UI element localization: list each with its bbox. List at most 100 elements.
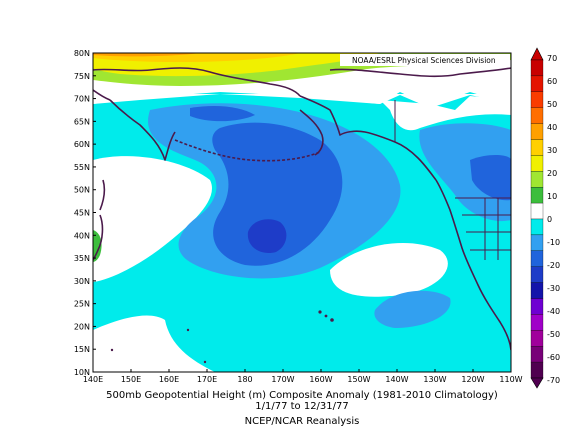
colorbar-swatch xyxy=(530,107,544,124)
latitude-label: 75N xyxy=(74,72,90,81)
latitude-label: 25N xyxy=(74,300,90,309)
longitude-label: 140W xyxy=(385,375,408,384)
latitude-label: 10N xyxy=(74,368,90,377)
anomaly-zero-region-south xyxy=(93,315,215,372)
colorbar-label: 60 xyxy=(547,77,557,86)
longitude-label: 130W xyxy=(423,375,446,384)
caption-line2: 1/1/77 to 12/31/77 xyxy=(255,401,349,412)
colorbar-swatch xyxy=(530,361,544,379)
latitude-label: 80N xyxy=(74,49,90,58)
latitude-label: 35N xyxy=(74,254,90,263)
colorbar-swatch xyxy=(530,218,544,236)
island-hawaii-3 xyxy=(330,318,334,322)
border-states xyxy=(462,198,511,260)
credit-text: NOAA/ESRL Physical Sciences Division xyxy=(352,56,496,65)
colorbar-swatch xyxy=(530,75,544,92)
colorbar-label: -10 xyxy=(547,238,560,247)
colorbar-swatch xyxy=(530,59,544,77)
colorbar-label: -60 xyxy=(547,353,560,362)
anomaly-zero-region-north xyxy=(93,94,511,108)
colorbar-swatch xyxy=(530,155,544,172)
coastline-arctic xyxy=(329,67,511,78)
anomaly-zero-region-west xyxy=(93,156,212,282)
colorbar-label: 10 xyxy=(547,192,557,201)
colorbar-swatch xyxy=(530,234,544,251)
latitude-label: 20N xyxy=(74,322,90,331)
coastline-siberia xyxy=(93,67,301,161)
longitude-label: 150W xyxy=(347,375,370,384)
latitude-label: 50N xyxy=(74,186,90,195)
colorbar-label: 20 xyxy=(547,169,557,178)
colorbar-label: 0 xyxy=(547,215,552,224)
colorbar xyxy=(530,47,544,389)
latitude-label: 65N xyxy=(74,117,90,126)
colorbar-label: 50 xyxy=(547,100,557,109)
longitude-label: 120W xyxy=(461,375,484,384)
latitude-label: 70N xyxy=(74,95,90,104)
latitude-label: 30N xyxy=(74,277,90,286)
colorbar-label: 40 xyxy=(547,123,557,132)
anomaly-contour-plus40 xyxy=(93,53,200,57)
colorbar-swatch xyxy=(530,266,544,283)
credit-box xyxy=(340,54,510,66)
colorbar-swatch xyxy=(530,91,544,108)
latitude-label: 60N xyxy=(74,140,90,149)
island-hawaii-2 xyxy=(324,314,328,318)
colorbar-label: -70 xyxy=(547,376,560,385)
longitude-label: 160E xyxy=(159,375,179,384)
longitude-label: 110W xyxy=(499,375,522,384)
colorbar-label: -40 xyxy=(547,307,560,316)
island-pacific-3 xyxy=(203,360,207,364)
anomaly-zero-region-central xyxy=(330,242,448,297)
island-hawaii-1 xyxy=(318,310,322,314)
colorbar-label: -20 xyxy=(547,261,560,270)
latitude-label: 40N xyxy=(74,231,90,240)
island-pacific-2 xyxy=(110,348,114,352)
colorbar-top-arrow xyxy=(530,47,544,61)
caption: 500mb Geopotential Height (m) Composite … xyxy=(106,390,498,427)
latitude-labels: 80N 75N 70N 65N 60N 55N 50N 45N 40N 35N 30N 25N 20N 1… xyxy=(74,49,96,377)
coastline-alaska xyxy=(299,95,437,181)
colorbar-label: 70 xyxy=(547,54,557,63)
anomaly-contour-minus30-east xyxy=(470,155,511,201)
latitude-label: 45N xyxy=(74,209,90,218)
longitude-label: 150E xyxy=(121,375,141,384)
map-plot-area: NOAA/ESRL Physical Sciences Division xyxy=(92,52,512,373)
anomaly-zero-region-canada xyxy=(380,96,511,131)
anomaly-contour-minus20-east xyxy=(419,123,511,222)
anomaly-contour-plus10-japan xyxy=(93,230,102,262)
latitude-label: 55N xyxy=(74,163,90,172)
colorbar-swatch xyxy=(530,314,544,331)
colorbar-label: -30 xyxy=(547,284,560,293)
longitude-label: 170W xyxy=(271,375,294,384)
coastlines xyxy=(93,67,511,351)
colorbar-bottom-arrow xyxy=(530,377,544,389)
colorbar-swatch xyxy=(530,282,544,299)
caption-line1: 500mb Geopotential Height (m) Composite … xyxy=(106,390,498,401)
colorbar-labels: 70 60 50 40 30 20 10 0 -10 -20 -30 -40 -50 -60 -70 xyxy=(547,54,560,385)
longitude-labels: 140E 150E 160E 170E 180 170W 160W 150W 140W 130W 1… xyxy=(83,369,523,384)
colorbar-label: 30 xyxy=(547,146,557,155)
anomaly-contour-minus40 xyxy=(247,219,287,254)
longitude-label: 160W xyxy=(309,375,332,384)
longitude-label: 170E xyxy=(197,375,217,384)
political-borders xyxy=(394,100,511,260)
coastline-north-america xyxy=(435,179,511,351)
longitude-label: 180 xyxy=(237,375,252,384)
colorbar-swatch xyxy=(530,123,544,140)
colorbar-swatch xyxy=(530,187,544,204)
colorbar-swatch xyxy=(530,202,544,220)
island-pacific-1 xyxy=(186,328,190,332)
longitude-label: 140E xyxy=(83,375,103,384)
colorbar-swatch xyxy=(530,139,544,156)
anomaly-contour-minus30-north xyxy=(190,106,255,122)
anomaly-contour-minus20-south xyxy=(374,290,451,328)
colorbar-swatch xyxy=(530,250,544,267)
colorbar-swatch xyxy=(530,298,544,315)
colorbar-swatch xyxy=(530,171,544,188)
colorbar-swatch xyxy=(530,330,544,347)
latitude-label: 15N xyxy=(74,345,90,354)
colorbar-swatch xyxy=(530,346,544,363)
colorbar-label: -50 xyxy=(547,330,560,339)
